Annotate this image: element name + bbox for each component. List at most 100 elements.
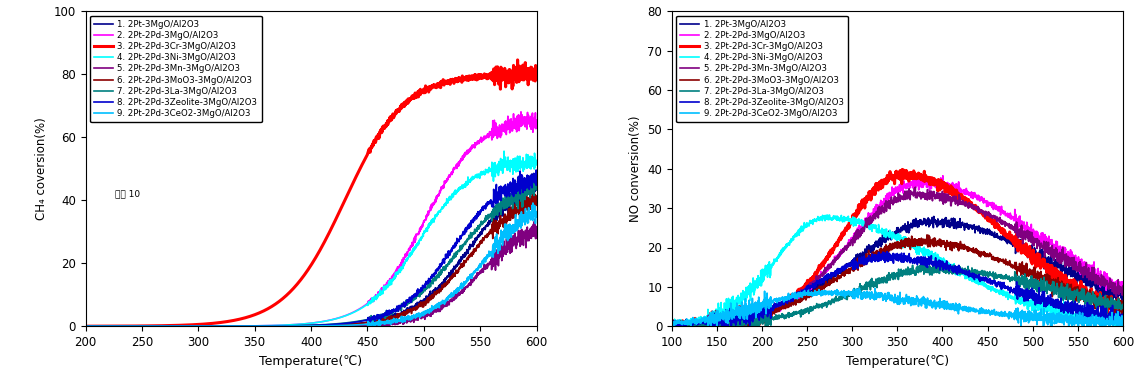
Line: 2. 2Pt-2Pd-3MgO/Al2O3: 2. 2Pt-2Pd-3MgO/Al2O3 bbox=[671, 174, 1123, 326]
5. 2Pt-2Pd-3Mn-3MgO/Al2O3 bbox=[689, 321, 702, 325]
8. 2Pt-2Pd-3Zeolite-3MgO/Al2O3 bbox=[689, 320, 702, 325]
Line: 3. 2Pt-2Pd-3Cr-3MgO/Al2O3: 3. 2Pt-2Pd-3Cr-3MgO/Al2O3 bbox=[86, 60, 537, 326]
2. 2Pt-2Pd-3MgO/Al2O3 bbox=[514, 110, 528, 114]
7. 2Pt-2Pd-3La-3MgO/Al2O3 bbox=[516, 187, 530, 191]
4. 2Pt-2Pd-3Ni-3MgO/Al2O3 bbox=[1104, 312, 1117, 317]
2. 2Pt-2Pd-3MgO/Al2O3 bbox=[516, 118, 530, 123]
1. 2Pt-3MgO/Al2O3 bbox=[927, 214, 940, 219]
1. 2Pt-3MgO/Al2O3 bbox=[872, 240, 886, 244]
7. 2Pt-2Pd-3La-3MgO/Al2O3 bbox=[1104, 302, 1117, 306]
7. 2Pt-2Pd-3La-3MgO/Al2O3 bbox=[1104, 305, 1117, 309]
Line: 9. 2Pt-2Pd-3CeO2-3MgO/Al2O3: 9. 2Pt-2Pd-3CeO2-3MgO/Al2O3 bbox=[671, 288, 1123, 326]
6. 2Pt-2Pd-3MoO3-3MgO/Al2O3 bbox=[530, 203, 544, 207]
Line: 5. 2Pt-2Pd-3Mn-3MgO/Al2O3: 5. 2Pt-2Pd-3Mn-3MgO/Al2O3 bbox=[671, 187, 1123, 326]
Line: 1. 2Pt-3MgO/Al2O3: 1. 2Pt-3MgO/Al2O3 bbox=[671, 216, 1123, 326]
8. 2Pt-2Pd-3Zeolite-3MgO/Al2O3 bbox=[1104, 314, 1117, 318]
4. 2Pt-2Pd-3Ni-3MgO/Al2O3 bbox=[516, 167, 530, 172]
8. 2Pt-2Pd-3Zeolite-3MgO/Al2O3 bbox=[669, 324, 683, 328]
7. 2Pt-2Pd-3La-3MgO/Al2O3 bbox=[928, 261, 942, 266]
2. 2Pt-2Pd-3MgO/Al2O3 bbox=[286, 322, 300, 327]
9. 2Pt-2Pd-3CeO2-3MgO/Al2O3 bbox=[298, 324, 311, 328]
3. 2Pt-2Pd-3Cr-3MgO/Al2O3 bbox=[434, 86, 448, 90]
7. 2Pt-2Pd-3La-3MgO/Al2O3 bbox=[298, 323, 311, 328]
3. 2Pt-2Pd-3Cr-3MgO/Al2O3 bbox=[1116, 312, 1130, 317]
3. 2Pt-2Pd-3Cr-3MgO/Al2O3 bbox=[530, 72, 544, 76]
Line: 9. 2Pt-2Pd-3CeO2-3MgO/Al2O3: 9. 2Pt-2Pd-3CeO2-3MgO/Al2O3 bbox=[86, 203, 537, 326]
8. 2Pt-2Pd-3Zeolite-3MgO/Al2O3 bbox=[880, 249, 894, 254]
7. 2Pt-2Pd-3La-3MgO/Al2O3 bbox=[286, 323, 300, 328]
1. 2Pt-3MgO/Al2O3 bbox=[434, 284, 448, 288]
6. 2Pt-2Pd-3MoO3-3MgO/Al2O3 bbox=[298, 324, 311, 328]
9. 2Pt-2Pd-3CeO2-3MgO/Al2O3 bbox=[873, 296, 887, 300]
Line: 8. 2Pt-2Pd-3Zeolite-3MgO/Al2O3: 8. 2Pt-2Pd-3Zeolite-3MgO/Al2O3 bbox=[671, 252, 1123, 326]
7. 2Pt-2Pd-3La-3MgO/Al2O3 bbox=[1116, 305, 1130, 310]
3. 2Pt-2Pd-3Cr-3MgO/Al2O3 bbox=[516, 66, 530, 70]
8. 2Pt-2Pd-3Zeolite-3MgO/Al2O3 bbox=[101, 324, 115, 328]
1. 2Pt-3MgO/Al2O3 bbox=[666, 324, 679, 328]
5. 2Pt-2Pd-3Mn-3MgO/Al2O3 bbox=[885, 195, 898, 200]
6. 2Pt-2Pd-3MoO3-3MgO/Al2O3 bbox=[286, 324, 300, 328]
6. 2Pt-2Pd-3MoO3-3MgO/Al2O3 bbox=[885, 243, 898, 248]
7. 2Pt-2Pd-3La-3MgO/Al2O3 bbox=[520, 179, 534, 183]
1. 2Pt-3MgO/Al2O3 bbox=[1116, 298, 1130, 302]
8. 2Pt-2Pd-3Zeolite-3MgO/Al2O3 bbox=[872, 255, 886, 259]
9. 2Pt-2Pd-3CeO2-3MgO/Al2O3 bbox=[530, 210, 544, 214]
2. 2Pt-2Pd-3MgO/Al2O3 bbox=[1104, 283, 1117, 287]
8. 2Pt-2Pd-3Zeolite-3MgO/Al2O3 bbox=[529, 168, 543, 172]
1. 2Pt-3MgO/Al2O3 bbox=[101, 324, 115, 328]
9. 2Pt-2Pd-3CeO2-3MgO/Al2O3 bbox=[701, 324, 715, 328]
2. 2Pt-2Pd-3MgO/Al2O3 bbox=[101, 324, 115, 328]
6. 2Pt-2Pd-3MoO3-3MgO/Al2O3 bbox=[872, 252, 886, 257]
7. 2Pt-2Pd-3La-3MgO/Al2O3 bbox=[665, 319, 678, 324]
Line: 7. 2Pt-2Pd-3La-3MgO/Al2O3: 7. 2Pt-2Pd-3La-3MgO/Al2O3 bbox=[671, 264, 1123, 326]
6. 2Pt-2Pd-3MoO3-3MgO/Al2O3 bbox=[516, 200, 530, 205]
1. 2Pt-3MgO/Al2O3 bbox=[1104, 294, 1117, 298]
5. 2Pt-2Pd-3Mn-3MgO/Al2O3 bbox=[1020, 231, 1034, 236]
7. 2Pt-2Pd-3La-3MgO/Al2O3 bbox=[434, 268, 448, 272]
6. 2Pt-2Pd-3MoO3-3MgO/Al2O3 bbox=[523, 191, 537, 195]
Line: 4. 2Pt-2Pd-3Ni-3MgO/Al2O3: 4. 2Pt-2Pd-3Ni-3MgO/Al2O3 bbox=[671, 215, 1123, 326]
Line: 3. 2Pt-2Pd-3Cr-3MgO/Al2O3: 3. 2Pt-2Pd-3Cr-3MgO/Al2O3 bbox=[671, 170, 1123, 326]
1. 2Pt-3MgO/Al2O3 bbox=[298, 324, 311, 328]
4. 2Pt-2Pd-3Ni-3MgO/Al2O3 bbox=[434, 208, 448, 213]
9. 2Pt-2Pd-3CeO2-3MgO/Al2O3 bbox=[665, 322, 678, 326]
2. 2Pt-2Pd-3MgO/Al2O3 bbox=[872, 204, 886, 208]
1. 2Pt-3MgO/Al2O3 bbox=[689, 322, 702, 327]
7. 2Pt-2Pd-3La-3MgO/Al2O3 bbox=[668, 324, 682, 328]
2. 2Pt-2Pd-3MgO/Al2O3 bbox=[689, 324, 702, 328]
Y-axis label: NO conversion(%): NO conversion(%) bbox=[628, 116, 642, 222]
2. 2Pt-2Pd-3MgO/Al2O3 bbox=[530, 118, 544, 123]
9. 2Pt-2Pd-3CeO2-3MgO/Al2O3 bbox=[101, 324, 115, 328]
6. 2Pt-2Pd-3MoO3-3MgO/Al2O3 bbox=[689, 320, 702, 324]
6. 2Pt-2Pd-3MoO3-3MgO/Al2O3 bbox=[1104, 301, 1117, 306]
4. 2Pt-2Pd-3Ni-3MgO/Al2O3 bbox=[530, 162, 544, 167]
5. 2Pt-2Pd-3Mn-3MgO/Al2O3 bbox=[434, 307, 448, 312]
4. 2Pt-2Pd-3Ni-3MgO/Al2O3 bbox=[885, 236, 898, 240]
4. 2Pt-2Pd-3Ni-3MgO/Al2O3 bbox=[1104, 320, 1117, 324]
9. 2Pt-2Pd-3CeO2-3MgO/Al2O3 bbox=[1116, 322, 1130, 327]
8. 2Pt-2Pd-3Zeolite-3MgO/Al2O3 bbox=[516, 179, 530, 183]
6. 2Pt-2Pd-3MoO3-3MgO/Al2O3 bbox=[101, 324, 115, 328]
Legend: 1. 2Pt-3MgO/Al2O3, 2. 2Pt-2Pd-3MgO/Al2O3, 3. 2Pt-2Pd-3Cr-3MgO/Al2O3, 4. 2Pt-2Pd-: 1. 2Pt-3MgO/Al2O3, 2. 2Pt-2Pd-3MgO/Al2O3… bbox=[90, 15, 262, 122]
5. 2Pt-2Pd-3Mn-3MgO/Al2O3 bbox=[872, 208, 886, 213]
3. 2Pt-2Pd-3Cr-3MgO/Al2O3 bbox=[665, 321, 678, 326]
5. 2Pt-2Pd-3Mn-3MgO/Al2O3 bbox=[528, 217, 542, 221]
6. 2Pt-2Pd-3MoO3-3MgO/Al2O3 bbox=[1020, 272, 1034, 276]
5. 2Pt-2Pd-3Mn-3MgO/Al2O3 bbox=[1116, 284, 1130, 288]
7. 2Pt-2Pd-3La-3MgO/Al2O3 bbox=[1020, 281, 1034, 286]
3. 2Pt-2Pd-3Cr-3MgO/Al2O3 bbox=[511, 58, 524, 62]
4. 2Pt-2Pd-3Ni-3MgO/Al2O3 bbox=[286, 322, 300, 327]
9. 2Pt-2Pd-3CeO2-3MgO/Al2O3 bbox=[516, 217, 530, 222]
8. 2Pt-2Pd-3Zeolite-3MgO/Al2O3 bbox=[1020, 294, 1034, 298]
Line: 4. 2Pt-2Pd-3Ni-3MgO/Al2O3: 4. 2Pt-2Pd-3Ni-3MgO/Al2O3 bbox=[86, 151, 537, 326]
3. 2Pt-2Pd-3Cr-3MgO/Al2O3 bbox=[1104, 306, 1117, 310]
4. 2Pt-2Pd-3Ni-3MgO/Al2O3 bbox=[665, 324, 678, 328]
8. 2Pt-2Pd-3Zeolite-3MgO/Al2O3 bbox=[665, 321, 678, 326]
2. 2Pt-2Pd-3MgO/Al2O3 bbox=[516, 116, 530, 120]
5. 2Pt-2Pd-3Mn-3MgO/Al2O3 bbox=[516, 233, 530, 238]
1. 2Pt-3MgO/Al2O3 bbox=[885, 232, 898, 237]
5. 2Pt-2Pd-3Mn-3MgO/Al2O3 bbox=[1104, 280, 1117, 284]
3. 2Pt-2Pd-3Cr-3MgO/Al2O3 bbox=[885, 174, 898, 178]
Line: 2. 2Pt-2Pd-3MgO/Al2O3: 2. 2Pt-2Pd-3MgO/Al2O3 bbox=[86, 112, 537, 326]
9. 2Pt-2Pd-3CeO2-3MgO/Al2O3 bbox=[368, 324, 382, 328]
